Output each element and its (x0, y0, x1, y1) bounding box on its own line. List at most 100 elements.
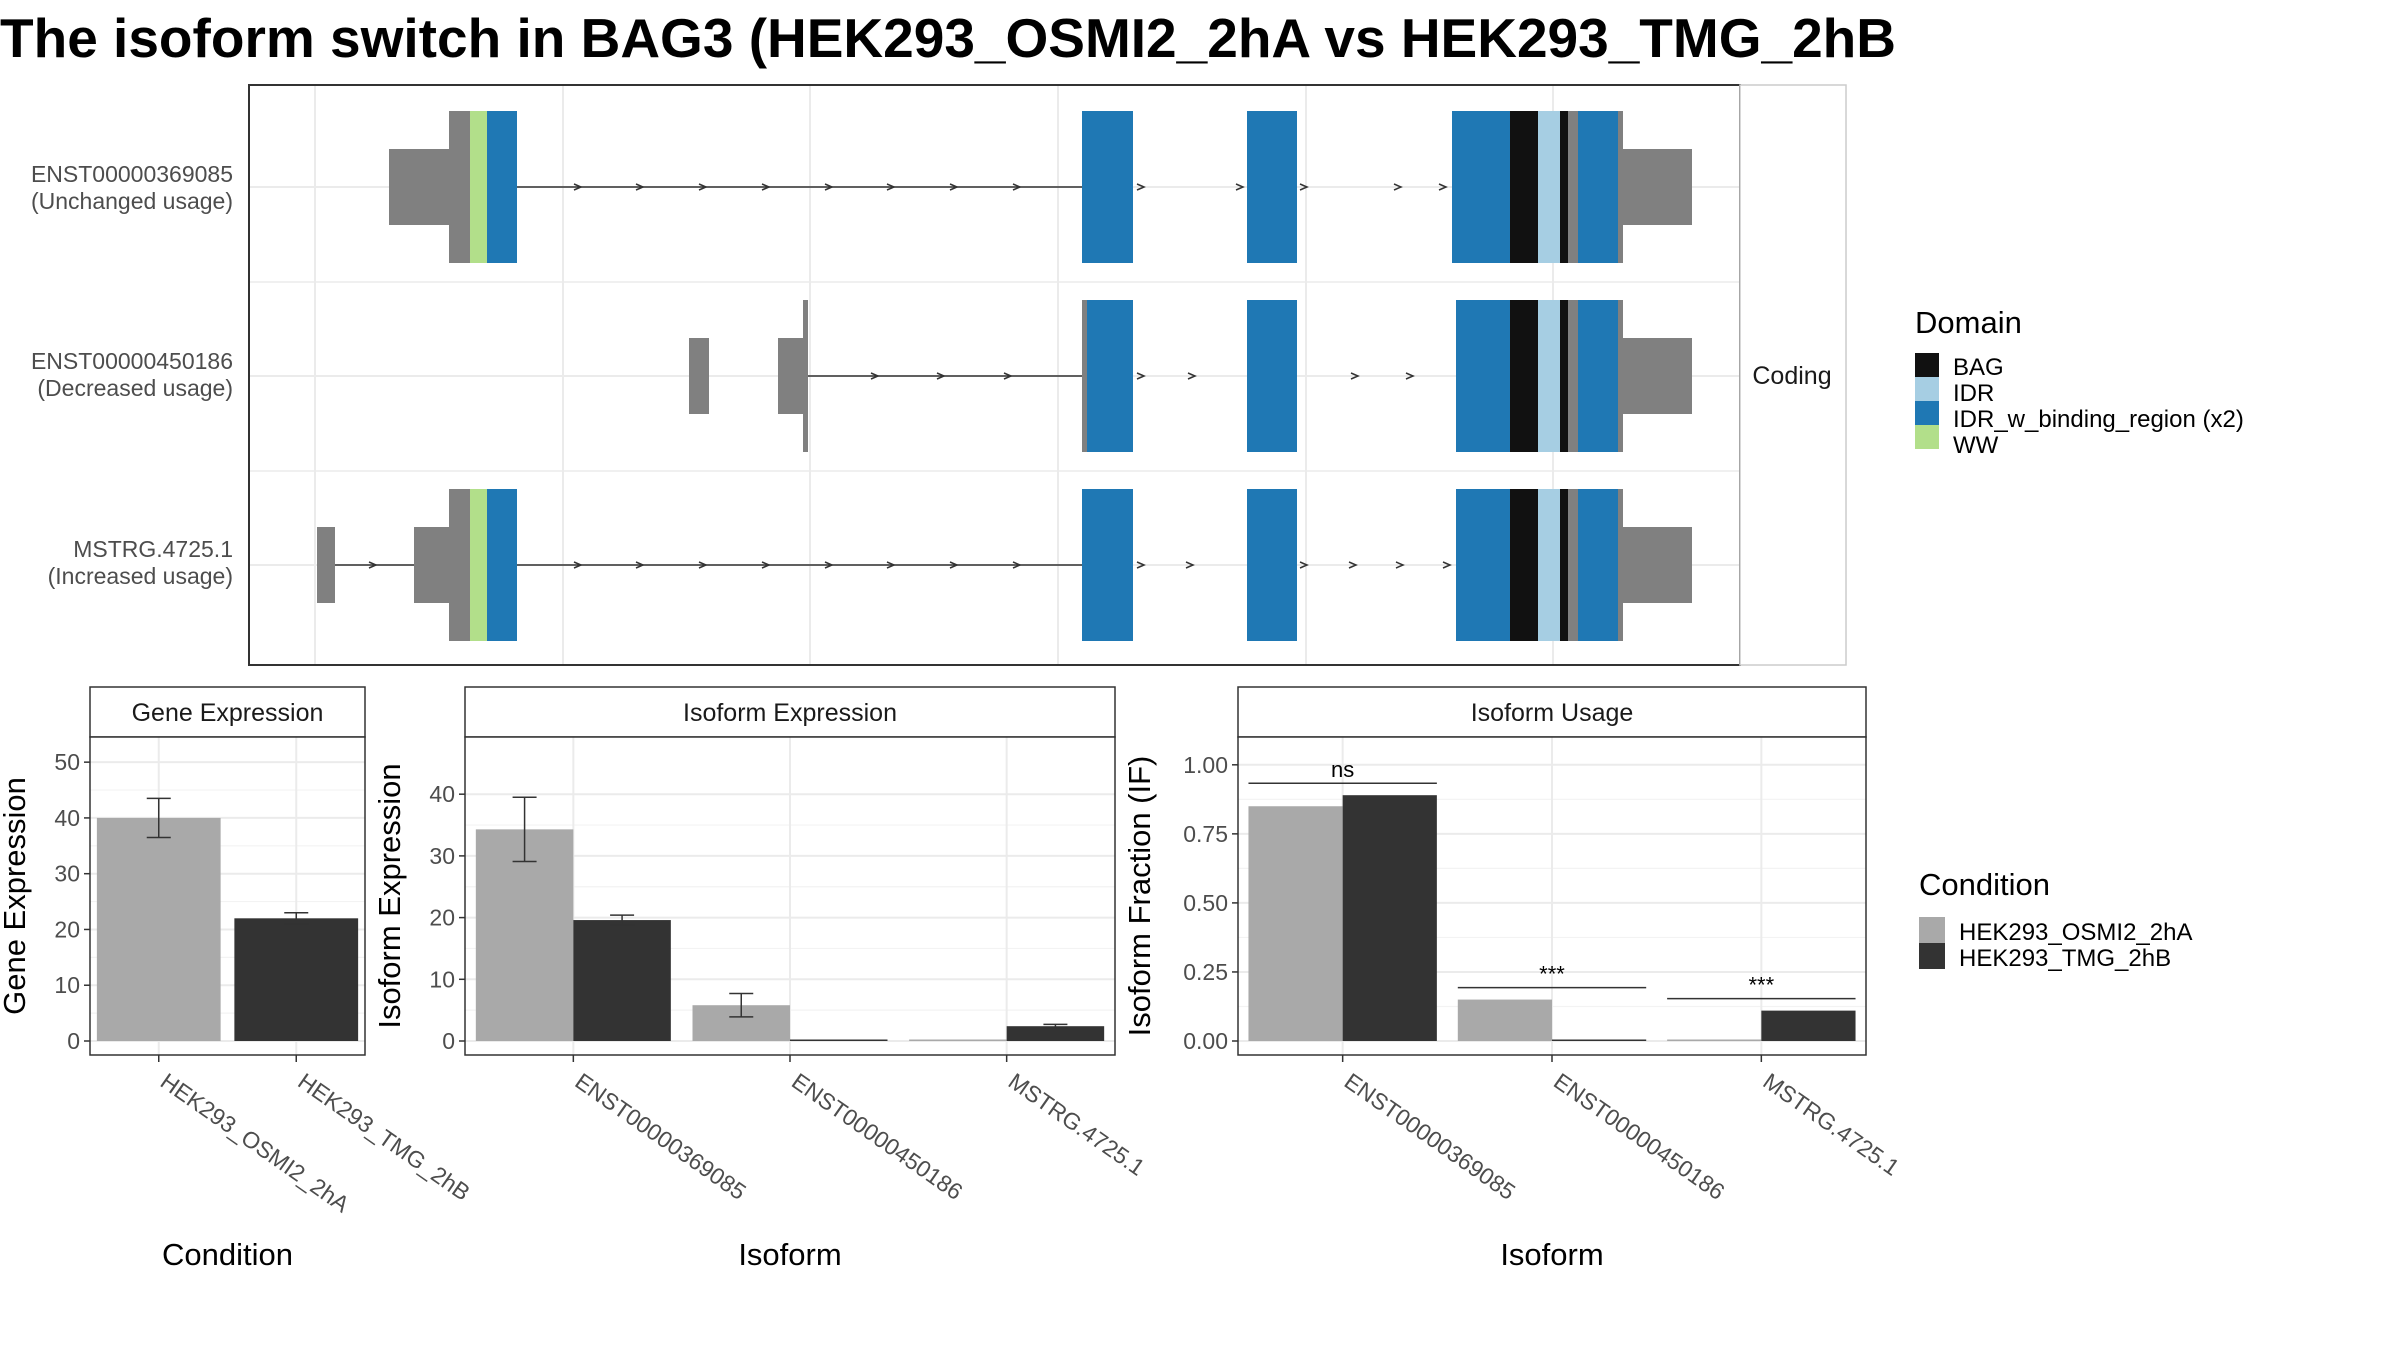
x-tick-label: ENST00000450186 (1549, 1068, 1729, 1205)
intron-arrow (1438, 183, 1448, 191)
idr-binding-domain-block (1452, 111, 1510, 263)
y-tick-label: 30 (429, 843, 455, 869)
intron-arrow (870, 372, 880, 380)
isoform-label-1-usage: (Unchanged usage) (31, 188, 233, 214)
y-axis-title: Isoform Expression (372, 763, 407, 1028)
structure-strip-label: Coding (1752, 362, 1831, 390)
idr-binding-domain-block (1082, 489, 1133, 641)
bag-domain-block (1510, 489, 1538, 641)
bag-domain-block (1560, 300, 1568, 452)
y-tick-label: 20 (54, 916, 80, 942)
isoform-track-1 (389, 111, 1692, 263)
bar-MSTRG.4725.1-HEK293_TMG_2hB (1006, 1026, 1105, 1041)
y-tick-label: 0 (442, 1028, 455, 1054)
y-tick-label: 1.00 (1183, 752, 1228, 778)
isoform-label-3-id: MSTRG.4725.1 (73, 536, 233, 562)
panel-strip-label: Gene Expression (132, 699, 324, 727)
x-tick-label: ENST00000369085 (570, 1068, 750, 1205)
significance-label: ns (1331, 757, 1354, 782)
intron-arrow (1442, 561, 1452, 569)
bar-ENST00000450186-HEK293_TMG_2hB (790, 1039, 888, 1041)
panel-strip-label: Isoform Usage (1471, 699, 1634, 727)
structure-strip (1739, 84, 1847, 666)
utr-exon (414, 527, 449, 603)
legend-key-idr (1915, 377, 1939, 401)
bar-ENST00000369085-HEK293_TMG_2hB (1342, 795, 1437, 1041)
idr-binding-domain-block (1578, 111, 1618, 263)
coding-exon-block (1568, 111, 1578, 263)
legend-key-idr-binding (1915, 401, 1939, 425)
y-tick-label: 50 (54, 749, 80, 775)
idr-domain-block (1538, 300, 1560, 452)
isoform-label-2-id: ENST00000450186 (31, 348, 233, 374)
idr-binding-domain-block (1087, 300, 1133, 452)
ww-domain-block (470, 111, 487, 263)
intron-arrow (761, 183, 771, 191)
isoform-structure-panel: Coding ENST00000369085 (Unchanged usage)… (31, 84, 1847, 666)
isoform-usage-panel: Isoform Usage 0.00 0.25 0.50 0.75 1.00 ns *** **… (1122, 686, 1904, 1272)
y-tick-label: 30 (54, 861, 80, 887)
legend-label-idr: IDR (1953, 380, 1994, 407)
x-tick-label: MSTRG.4725.1 (1004, 1068, 1150, 1181)
y-tick-label: 0.50 (1183, 890, 1228, 916)
intron-arrow (1136, 183, 1146, 191)
bar-ENST00000369085-HEK293_OSMI2_2hA (1248, 806, 1343, 1041)
isoform-track-2 (689, 300, 1692, 452)
y-tick-label: 10 (54, 972, 80, 998)
intron-arrow (1395, 561, 1405, 569)
idr-binding-domain-block (487, 111, 517, 263)
isoform-label-1-id: ENST00000369085 (31, 161, 233, 187)
domain-legend: Domain BAG IDR IDR_w_binding_region (x2)… (1915, 305, 2244, 459)
coding-exon-block (1618, 300, 1623, 452)
coding-exon-block (449, 489, 470, 641)
idr-binding-domain-block (1247, 111, 1297, 263)
x-tick-label: ENST00000450186 (787, 1068, 967, 1205)
intron-arrow (886, 183, 896, 191)
x-axis-title: Condition (162, 1237, 293, 1272)
intron-arrow (824, 183, 834, 191)
structure-tracks (317, 111, 1692, 641)
y-tick-label: 40 (429, 781, 455, 807)
x-tick-label: MSTRG.4725.1 (1758, 1068, 1904, 1181)
intron-arrow (1393, 183, 1403, 191)
coding-exon-block (1568, 300, 1578, 452)
y-axis-title: Isoform Fraction (IF) (1122, 756, 1157, 1037)
intron-arrow (698, 561, 708, 569)
legend-key-osmi (1919, 917, 1945, 943)
bar-MSTRG.4725.1-HEK293_OSMI2_2hA (1667, 1039, 1762, 1041)
panel-strip-label: Isoform Expression (683, 699, 897, 727)
intron-arrow (886, 561, 896, 569)
coding-exon-block (449, 111, 470, 263)
y-tick-label: 0.25 (1183, 959, 1228, 985)
y-axis-title: Gene Expression (0, 777, 32, 1015)
coding-exon-block (1618, 489, 1623, 641)
idr-binding-domain-block (1456, 489, 1510, 641)
intron-arrow (573, 183, 583, 191)
y-tick-label: 0.00 (1183, 1028, 1228, 1054)
panel-strip (464, 686, 1116, 738)
idr-domain-block (1538, 489, 1560, 641)
significance-label: *** (1748, 973, 1774, 998)
y-tick-label: 20 (429, 905, 455, 931)
bar-MSTRG.4725.1-HEK293_OSMI2_2hA (909, 1039, 1007, 1041)
intron-arrow (635, 183, 645, 191)
intron-arrow (1012, 561, 1022, 569)
plot-frame (89, 736, 366, 1056)
intron-arrow (949, 183, 959, 191)
intron-arrow (1350, 372, 1360, 380)
intron-arrow (1235, 183, 1245, 191)
idr-binding-domain-block (1247, 489, 1297, 641)
idr-binding-domain-block (487, 489, 517, 641)
intron-arrow (368, 561, 378, 569)
idr-binding-domain-block (1082, 111, 1133, 263)
utr-exon (389, 149, 449, 225)
x-tick-label: ENST00000369085 (1340, 1068, 1520, 1205)
legend-key-tmg (1919, 943, 1945, 969)
bar-ENST00000450186-HEK293_TMG_2hB (1552, 1039, 1647, 1041)
y-tick-label: 10 (429, 966, 455, 992)
utr-exon (1623, 338, 1692, 414)
intron-arrow (1299, 183, 1309, 191)
isoform-label-2-usage: (Decreased usage) (37, 375, 233, 401)
coding-exon-block (803, 300, 808, 452)
